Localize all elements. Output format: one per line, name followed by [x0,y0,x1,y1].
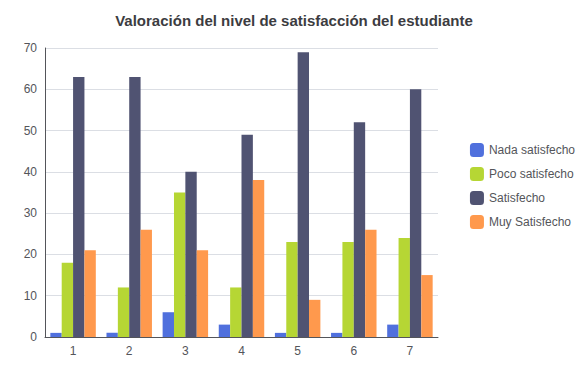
svg-text:Poco satisfecho: Poco satisfecho [489,167,574,181]
svg-text:70: 70 [24,41,38,55]
svg-text:Nada satisfecho: Nada satisfecho [489,143,575,157]
svg-text:Valoración del nivel de satisf: Valoración del nivel de satisfacción del… [115,12,473,29]
svg-text:40: 40 [24,165,38,179]
svg-text:Muy Satisfecho: Muy Satisfecho [489,215,571,229]
svg-text:1: 1 [70,344,77,358]
svg-text:6: 6 [350,344,357,358]
svg-text:20: 20 [24,247,38,261]
svg-text:3: 3 [182,344,189,358]
svg-text:4: 4 [238,344,245,358]
svg-text:Satisfecho: Satisfecho [489,191,545,205]
svg-text:30: 30 [24,206,38,220]
svg-text:0: 0 [30,330,37,344]
svg-text:50: 50 [24,124,38,138]
svg-text:5: 5 [294,344,301,358]
svg-text:10: 10 [24,289,38,303]
svg-text:7: 7 [407,344,414,358]
svg-text:60: 60 [24,82,38,96]
svg-text:2: 2 [126,344,133,358]
